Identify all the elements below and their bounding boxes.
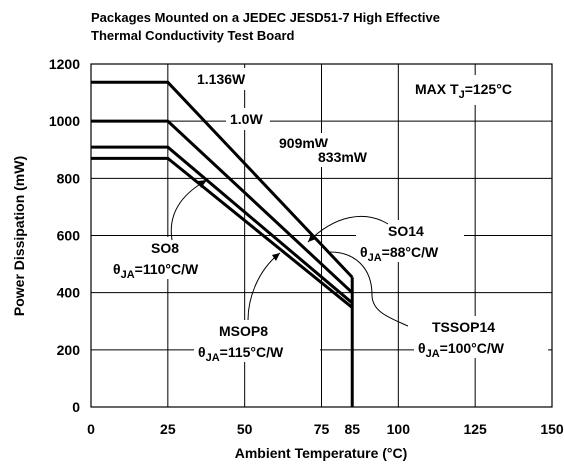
msop8-name: MSOP8: [219, 323, 268, 339]
y-tick-label: 600: [57, 228, 81, 244]
value-label-833mw: 833mW: [318, 149, 368, 165]
so14-theta: θJA=88°C/W: [360, 244, 439, 264]
leader-arrowheads: [198, 180, 316, 261]
so14-arrowhead: [308, 234, 316, 242]
y-tick-label: 400: [57, 285, 81, 301]
so8-arrowhead: [198, 180, 207, 188]
so8-theta: θJA=110°C/W: [113, 261, 199, 281]
tssop14-theta: θJA=100°C/W: [418, 340, 505, 360]
x-tick-label: 150: [540, 421, 564, 437]
series-line-tssop14: [91, 119, 354, 294]
so14-label-bg: [356, 220, 464, 262]
msop8-arrowhead: [272, 253, 280, 261]
chart-title-line-1: Packages Mounted on a JEDEC JESD51-7 Hig…: [91, 10, 440, 25]
so14-name: SO14: [388, 223, 424, 239]
so14-leader: [307, 216, 389, 243]
value-label-bg-2: [226, 108, 270, 130]
chart-title-line-2: Thermal Conductivity Test Board: [91, 28, 295, 43]
value-label-bg-1: [192, 68, 258, 90]
tssop14-leader: [329, 251, 409, 327]
x-tick-label: 100: [387, 421, 411, 437]
x-tick-label: 50: [237, 421, 253, 437]
x-tick-label: 85: [344, 421, 360, 437]
so8-label-bg: [108, 237, 232, 279]
x-tick-label: 25: [160, 421, 176, 437]
x-tick-label: 0: [87, 421, 95, 437]
y-tick-label: 1200: [49, 56, 80, 72]
y-tick-label: 0: [72, 399, 80, 415]
series-lines: [91, 80, 354, 407]
tssop14-label-bg: [414, 316, 548, 358]
value-label-bg-4: [315, 147, 375, 167]
y-tick-label: 200: [57, 342, 81, 358]
series-line-msop8: [91, 156, 354, 309]
x-tick-label: 125: [463, 421, 487, 437]
x-axis-label: Ambient Temperature (°C): [235, 445, 408, 461]
so8-name: SO8: [151, 240, 179, 256]
tick-labels: 0 25 50 75 85 100 125 150 0 200 400 600 800 1000 1200: [49, 56, 564, 437]
max-tj-label: MAX TJ=125°C: [415, 81, 512, 101]
max-tj-bg: [410, 75, 538, 105]
y-axis-label: Power Dissipation (mW): [11, 156, 27, 316]
tssop14-name: TSSOP14: [432, 319, 495, 335]
y-tick-label: 800: [57, 170, 81, 186]
value-label-1000w: 1.0W: [230, 111, 263, 127]
value-label-1136w: 1.136W: [197, 71, 246, 87]
y-tick-label: 1000: [49, 113, 80, 129]
series-line-so14: [91, 80, 354, 279]
series-line-so8: [91, 145, 354, 305]
msop8-theta: θJA=115°C/W: [198, 344, 284, 364]
msop8-label-bg: [194, 320, 320, 362]
x-tick-label: 75: [314, 421, 330, 437]
